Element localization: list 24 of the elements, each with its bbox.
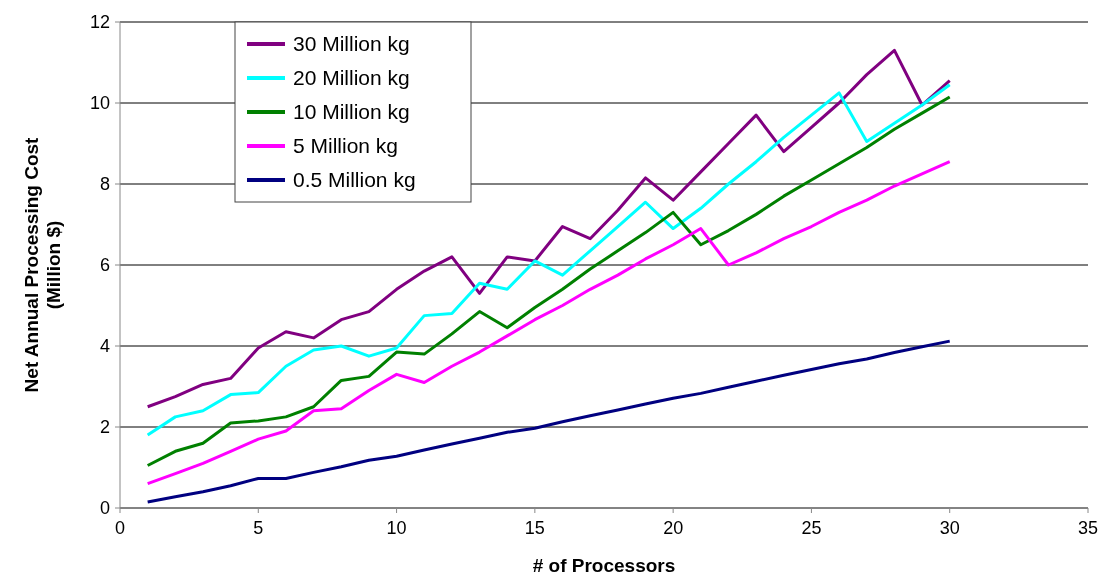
- x-tick-label: 30: [939, 518, 960, 538]
- x-tick-label: 20: [663, 518, 684, 538]
- legend-label: 0.5 Million kg: [293, 168, 416, 192]
- x-axis-title: # of Processors: [532, 555, 676, 576]
- x-tick-label: 0: [114, 518, 126, 538]
- y-tick-label: 0: [99, 498, 110, 519]
- line-series: [146, 160, 952, 486]
- y-axis-title: Net Annual Processing Cost (Million $): [21, 136, 64, 393]
- x-tick-label: 10: [386, 518, 407, 538]
- y-tick-label: 4: [99, 336, 110, 357]
- line-series: [146, 339, 952, 504]
- legend-label: 30 Million kg: [293, 32, 410, 56]
- y-tick-label: 6: [99, 255, 110, 276]
- legend-label: 20 Million kg: [293, 66, 410, 90]
- x-tick-label: 15: [524, 518, 545, 538]
- x-tick-label: 25: [801, 518, 822, 538]
- y-tick-label: 10: [89, 93, 110, 114]
- y-tick-label: 2: [99, 417, 110, 438]
- x-tick-label: 35: [1077, 518, 1099, 538]
- x-tick-label: 5: [253, 518, 264, 538]
- y-tick-label: 12: [89, 12, 110, 33]
- legend-label: 5 Million kg: [293, 134, 399, 158]
- legend-label: 10 Million kg: [293, 100, 410, 124]
- y-tick-label: 8: [99, 174, 110, 195]
